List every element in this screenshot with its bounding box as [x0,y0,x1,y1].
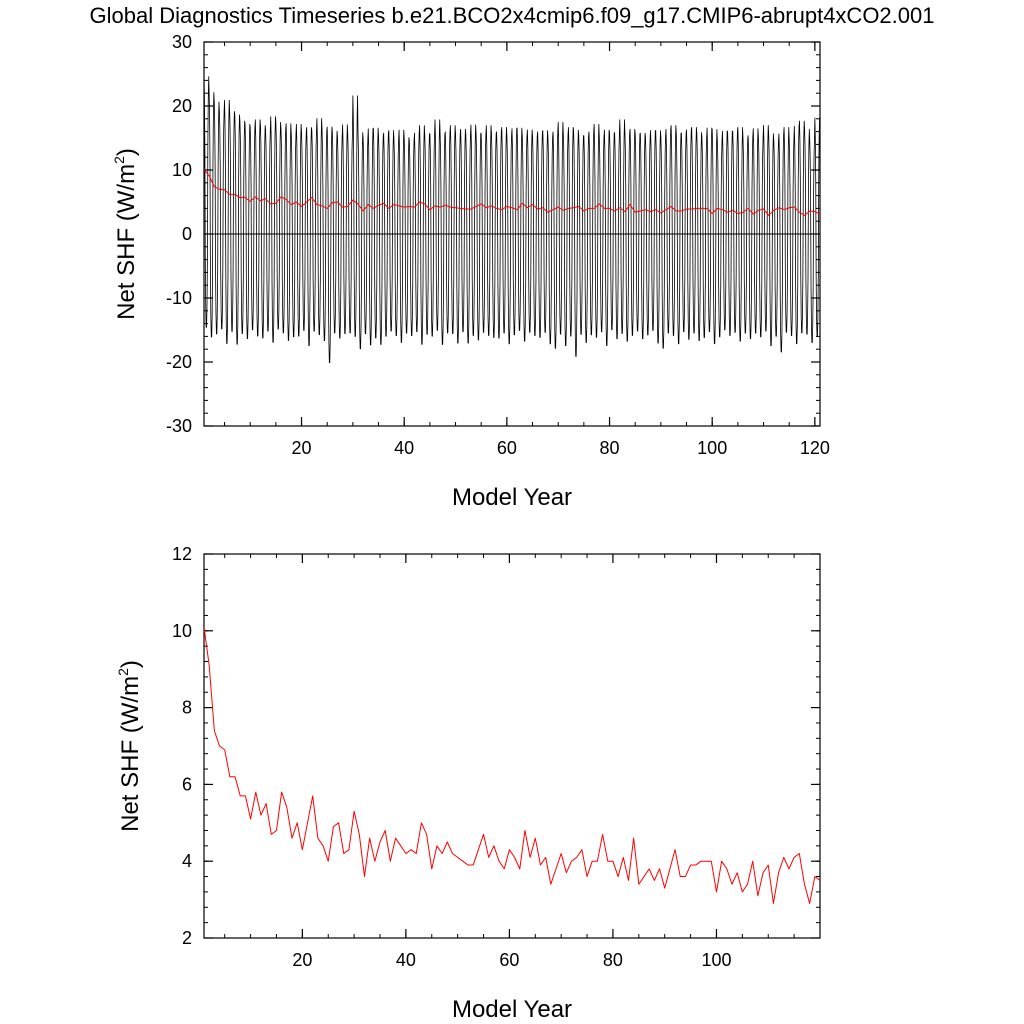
y-tick-label: -10 [166,288,192,308]
y-axis-label: Net SHF (W/m2) [115,660,144,832]
annual-mean-series-line [204,626,820,904]
y-tick-label: 6 [182,774,192,794]
y-tick-label: 4 [182,851,192,871]
chart-title: Global Diagnostics Timeseries b.e21.BCO2… [90,3,935,28]
plot-area [204,626,820,904]
x-tick-label: 20 [292,438,312,458]
x-tick-label: 60 [499,950,519,970]
y-tick-label: 10 [172,621,192,641]
plot-frame [203,553,821,939]
y-axis-label-close: ) [117,660,144,668]
x-tick-label: 120 [800,438,830,458]
y-tick-label: -30 [166,416,192,436]
monthly-series-line [204,76,820,364]
y-axis-label-text: Net SHF (W/m [113,164,140,320]
x-axis-label: Model Year [452,996,572,1023]
plot-area [204,76,820,364]
y-tick-label: 10 [172,160,192,180]
x-tick-label: 80 [600,438,620,458]
svg-text:Net SHF (W/m2): Net SHF (W/m2) [115,660,144,832]
y-tick-label: -20 [166,352,192,372]
annual-mean-series-line [204,169,820,216]
timeseries-panel-annual: Net SHF (W/m2) Model Year 20 40 60 80 100246… [115,544,821,1023]
y-tick-label: 0 [182,224,192,244]
y-tick-label: 30 [172,32,192,52]
timeseries-panel-monthly: Net SHF (W/m2) Model Year 20 40 60 80 100 120… [111,32,830,511]
x-tick-label: 80 [603,950,623,970]
y-axis-label-superscript: 2 [111,156,127,164]
x-tick-label: 20 [292,950,312,970]
x-axis-label: Model Year [452,484,572,511]
y-tick-label: 12 [172,544,192,564]
y-axis-label: Net SHF (W/m2) [111,148,140,320]
y-axis-label-close: ) [113,148,140,156]
y-tick-label: 8 [182,698,192,718]
y-tick-label: 2 [182,928,192,948]
x-tick-label: 100 [697,438,727,458]
x-tick-label: 40 [396,950,416,970]
y-tick-label: 20 [172,96,192,116]
svg-text:Net SHF (W/m2): Net SHF (W/m2) [111,148,140,320]
y-axis-label-text: Net SHF (W/m [117,676,144,832]
x-tick-label: 60 [497,438,517,458]
x-tick-label: 100 [701,950,731,970]
x-tick-label: 40 [394,438,414,458]
y-axis-label-superscript: 2 [115,668,131,676]
